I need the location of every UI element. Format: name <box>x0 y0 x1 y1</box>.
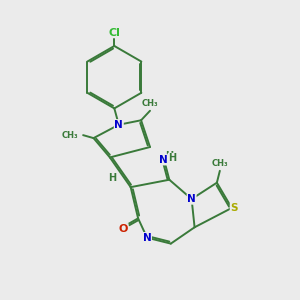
Text: H: H <box>165 151 173 161</box>
Text: CH₃: CH₃ <box>142 99 158 108</box>
Text: S: S <box>230 203 238 213</box>
Text: N: N <box>187 194 196 204</box>
Text: H: H <box>108 173 116 183</box>
Text: N: N <box>114 120 123 130</box>
Text: Cl: Cl <box>108 28 120 38</box>
Text: CH₃: CH₃ <box>62 130 79 140</box>
Text: O: O <box>118 224 128 234</box>
Text: H: H <box>168 153 176 163</box>
Text: N: N <box>159 155 168 165</box>
Text: CH₃: CH₃ <box>212 159 228 168</box>
Text: N: N <box>143 233 152 243</box>
